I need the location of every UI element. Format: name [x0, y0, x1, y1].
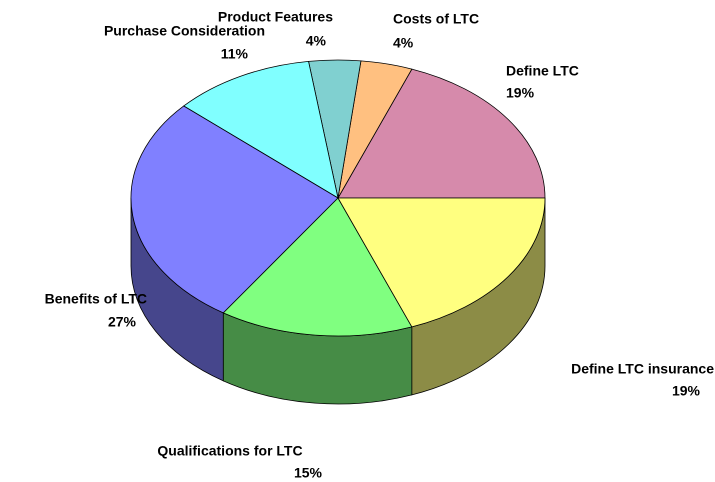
slice — [337, 197, 546, 328]
slice-label: Benefits of LTC — [45, 291, 147, 307]
slice-label: Product Features — [218, 9, 333, 25]
slice-value-label: 4% — [306, 33, 327, 49]
slice-value-label: 19% — [506, 85, 535, 101]
slice-value-label: 15% — [294, 465, 323, 481]
slice-label: Costs of LTC — [393, 11, 479, 27]
slice-label: Define LTC — [506, 63, 579, 79]
slice-value-label: 19% — [672, 383, 701, 399]
slice-label: Define LTC insurance — [571, 361, 714, 377]
slice — [130, 105, 339, 314]
slice — [183, 60, 339, 199]
slice — [337, 68, 546, 199]
slice-value-label: 11% — [221, 46, 249, 62]
slice-label: Qualifications for LTC — [157, 443, 302, 459]
slice — [222, 197, 413, 337]
slice-value-label: 27% — [108, 314, 137, 330]
slice-value-label: 4% — [393, 35, 414, 51]
slice-label: Purchase Consideration — [104, 23, 265, 39]
